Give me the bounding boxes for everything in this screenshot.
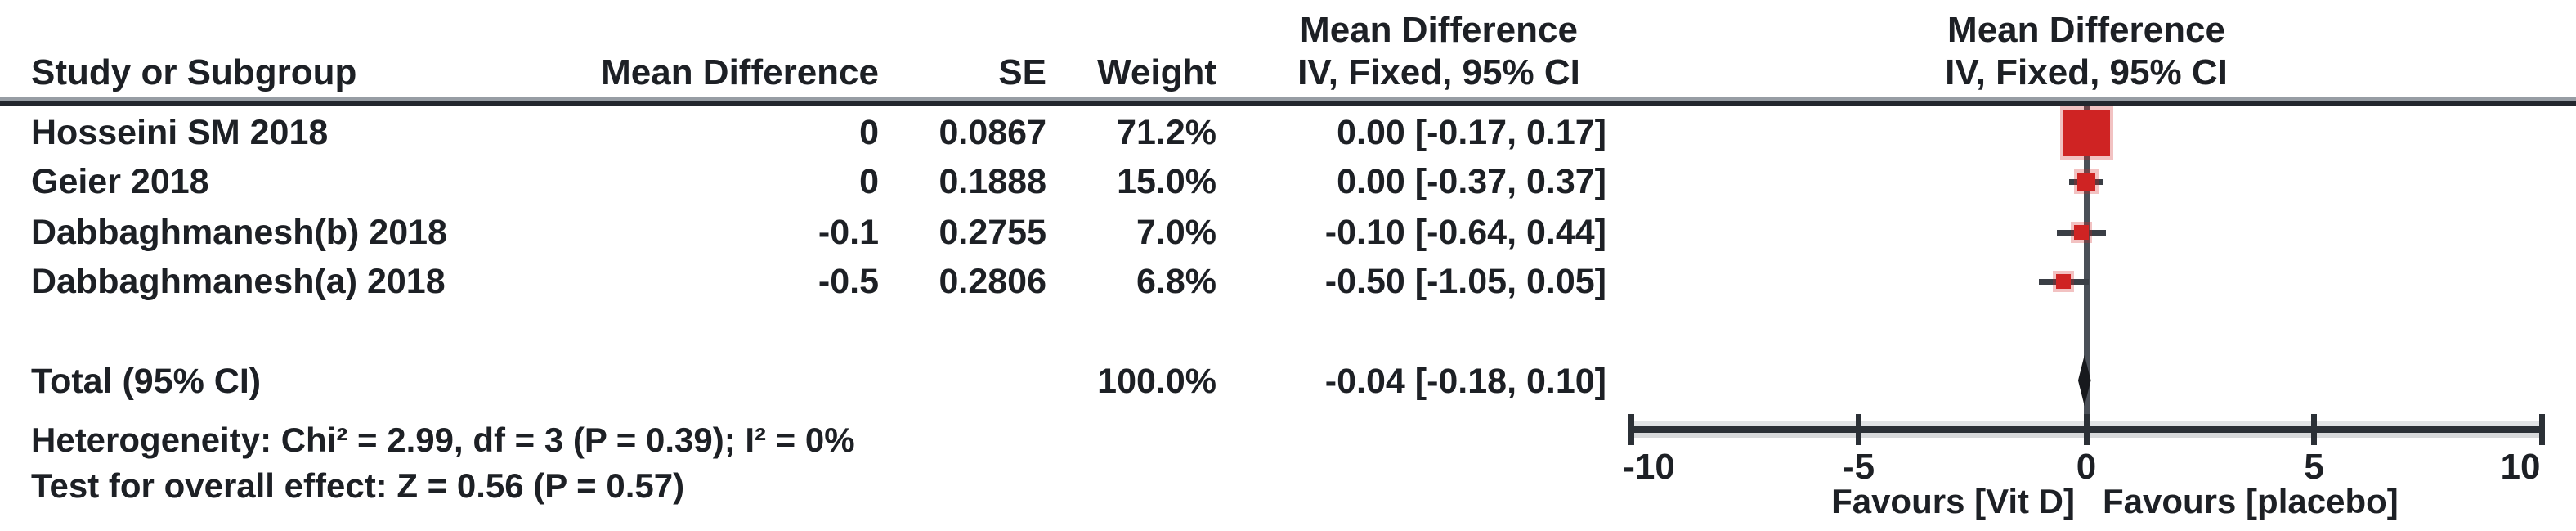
x-axis-left-label: Favours [Vit D] [1831,482,2075,520]
study-marker [2077,173,2095,191]
axis-tick [2083,414,2090,445]
axis-tick-label: 10 [2500,447,2541,487]
study-label: Geier 2018 [31,162,209,201]
axis-tick-label: -10 [1623,447,1675,487]
axis-tick-label: -5 [1842,447,1875,487]
plot-column-title: Mean Difference [1947,10,2225,50]
ci-value: 0.00 [-0.17, 0.17] [1337,113,1606,152]
total-label: Total (95% CI) [31,362,262,401]
ci-value: 0.00 [-0.37, 0.37] [1337,162,1606,201]
se-value: 0.0867 [939,113,1046,152]
study-marker [2056,274,2072,289]
study-label: Dabbaghmanesh(a) 2018 [31,262,446,301]
column-header-weight: Weight [1097,52,1216,92]
overall-effect-stats: Test for overall effect: Z = 0.56 (P = 0… [31,466,685,505]
weight-value: 15.0% [1117,162,1216,201]
se-value: 0.2755 [939,213,1046,252]
plot-header-ci: IV, Fixed, 95% CI [1945,52,2228,92]
ci-column-title: Mean Difference [1300,10,1578,50]
md-value: 0 [859,113,879,152]
column-header-se: SE [998,52,1046,92]
weight-value: 6.8% [1136,262,1216,301]
md-value: -0.5 [818,262,879,301]
weight-value: 71.2% [1117,113,1216,152]
md-value: -0.1 [818,213,879,252]
column-header-ci: IV, Fixed, 95% CI [1297,52,1580,92]
total-diamond [2077,355,2091,406]
heterogeneity-stats: Heterogeneity: Chi² = 2.99, df = 3 (P = … [31,421,855,459]
md-value: 0 [859,162,879,201]
axis-tick-label: 0 [2076,447,2097,487]
axis-tick [1856,414,1861,445]
x-axis-right-label: Favours [placebo] [2103,482,2399,520]
header-divider [0,97,2576,106]
column-header-mean-difference: Mean Difference [601,52,879,92]
total-weight: 100.0% [1097,362,1216,401]
se-value: 0.2806 [939,262,1046,301]
axis-tick [2538,414,2545,445]
weight-value: 7.0% [1136,213,1216,252]
study-marker [2074,225,2090,240]
study-label: Hosseini SM 2018 [31,113,329,152]
ci-value: -0.50 [-1.05, 0.05] [1324,262,1606,301]
axis-tick-label: 5 [2304,447,2324,487]
study-marker [2063,109,2110,156]
axis-tick [2311,414,2317,445]
axis-tick [1628,414,1634,445]
total-ci: -0.04 [-0.18, 0.10] [1324,362,1606,401]
column-header-study: Study or Subgroup [31,52,357,92]
ci-value: -0.10 [-0.64, 0.44] [1324,213,1606,252]
study-label: Dabbaghmanesh(b) 2018 [31,213,447,252]
se-value: 0.1888 [939,162,1046,201]
zero-reference-line [2084,106,2090,428]
